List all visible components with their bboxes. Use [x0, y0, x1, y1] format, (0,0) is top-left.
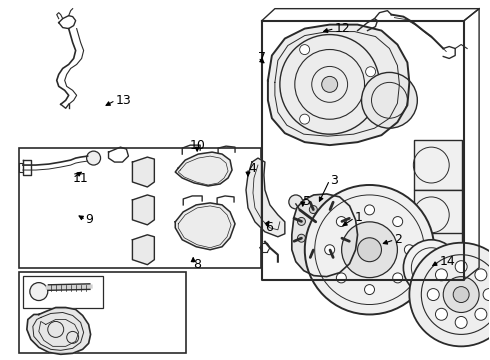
Text: 4: 4: [248, 162, 256, 175]
Circle shape: [300, 114, 310, 124]
Text: 1: 1: [355, 211, 363, 224]
Bar: [415, 190, 462, 240]
Bar: [415, 140, 462, 190]
Bar: [415, 233, 462, 283]
Text: 9: 9: [86, 213, 94, 226]
Polygon shape: [175, 152, 232, 186]
Bar: [19, 272, 186, 353]
Circle shape: [483, 289, 490, 301]
Circle shape: [475, 308, 487, 320]
Polygon shape: [268, 24, 409, 145]
Text: 14: 14: [439, 255, 455, 268]
Circle shape: [326, 246, 334, 254]
Circle shape: [453, 287, 469, 302]
Polygon shape: [246, 158, 285, 237]
Circle shape: [87, 151, 100, 165]
Circle shape: [338, 217, 346, 225]
Circle shape: [336, 217, 346, 226]
Circle shape: [297, 217, 305, 225]
Circle shape: [326, 206, 334, 213]
Circle shape: [309, 206, 318, 213]
Circle shape: [362, 72, 417, 128]
Text: 7: 7: [258, 51, 266, 64]
Text: 5: 5: [303, 195, 311, 208]
Polygon shape: [27, 307, 91, 354]
Circle shape: [309, 246, 318, 254]
Circle shape: [300, 45, 310, 55]
Circle shape: [436, 308, 447, 320]
Polygon shape: [132, 195, 154, 225]
Circle shape: [365, 205, 374, 215]
Circle shape: [403, 240, 459, 296]
Circle shape: [392, 273, 403, 283]
Circle shape: [297, 234, 305, 242]
Circle shape: [317, 225, 327, 235]
Circle shape: [312, 220, 332, 240]
Circle shape: [289, 195, 303, 209]
Circle shape: [455, 261, 467, 273]
Circle shape: [366, 92, 375, 102]
Polygon shape: [132, 235, 154, 265]
Circle shape: [338, 234, 346, 242]
Circle shape: [336, 273, 346, 283]
Text: 12: 12: [335, 22, 350, 35]
Circle shape: [455, 316, 467, 328]
Circle shape: [322, 76, 338, 92]
Polygon shape: [132, 157, 154, 187]
Text: 2: 2: [394, 233, 402, 246]
Circle shape: [30, 283, 48, 301]
Circle shape: [404, 245, 415, 255]
Bar: [415, 233, 462, 283]
Circle shape: [365, 285, 374, 294]
Circle shape: [392, 217, 403, 226]
Circle shape: [358, 238, 382, 262]
Circle shape: [421, 258, 441, 278]
Circle shape: [427, 289, 439, 301]
Circle shape: [325, 245, 335, 255]
Circle shape: [443, 276, 479, 312]
Text: 13: 13: [116, 94, 131, 107]
Circle shape: [366, 67, 375, 77]
Text: 11: 11: [73, 171, 88, 185]
Circle shape: [409, 243, 490, 346]
Circle shape: [475, 269, 487, 281]
Polygon shape: [175, 203, 235, 250]
Circle shape: [305, 185, 434, 315]
Text: 10: 10: [189, 139, 205, 152]
Circle shape: [342, 222, 397, 278]
Text: 6: 6: [265, 221, 273, 234]
Text: 8: 8: [193, 258, 201, 271]
Bar: [415, 140, 462, 190]
Polygon shape: [292, 194, 358, 276]
Bar: [415, 190, 462, 240]
Circle shape: [436, 269, 447, 281]
Text: 3: 3: [330, 174, 338, 186]
Bar: [19, 148, 261, 268]
Bar: [23, 276, 102, 307]
